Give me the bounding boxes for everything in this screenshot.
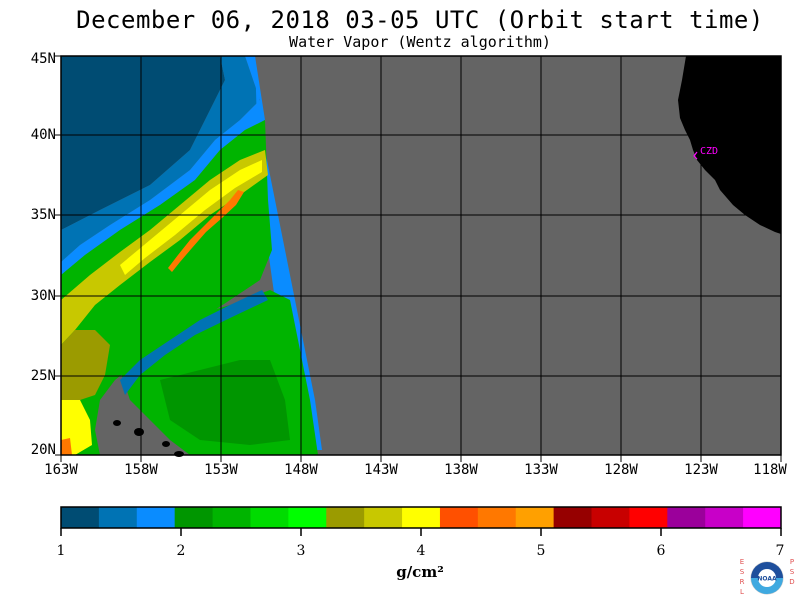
colorbar-swatch: [553, 507, 593, 528]
colorbar-swatch: [250, 507, 289, 528]
lon-label: 138W: [444, 462, 478, 478]
lat-label: 40N: [30, 127, 56, 143]
lat-label: 30N: [30, 288, 56, 304]
swath: [61, 56, 322, 455]
colorbar-swatch: [136, 507, 176, 528]
colorbar-swatch: [174, 507, 214, 528]
lon-label: 143W: [364, 462, 398, 478]
colorbar-swatch: [439, 507, 479, 528]
logo-esrl-letter: L: [740, 588, 744, 596]
colorbar-tick-label: 2: [176, 543, 186, 559]
colorbar-tick-label: 7: [775, 543, 785, 559]
lon-label: 118W: [753, 462, 787, 478]
colorbar-units: g/cm²: [396, 563, 444, 581]
colorbar-swatch: [591, 507, 630, 528]
logo-psd-letter: S: [790, 568, 795, 576]
lon-label: 128W: [604, 462, 638, 478]
map-subtitle: Water Vapor (Wentz algorithm): [289, 33, 551, 51]
logo-esrl-letter: R: [740, 578, 745, 586]
colorbar-swatch: [364, 507, 403, 528]
lon-label: 123W: [684, 462, 718, 478]
station-label: CZD: [700, 146, 719, 157]
lon-label: 153W: [204, 462, 238, 478]
logo-center-text: NOAA: [757, 576, 777, 583]
logo-esrl-letter: S: [740, 568, 745, 576]
colorbar-swatch: [743, 507, 782, 528]
logo-psd-letter: D: [789, 578, 794, 586]
colorbar-swatch: [667, 507, 706, 528]
colorbar-swatch: [629, 507, 668, 528]
logo-esrl-letter: E: [740, 558, 744, 566]
land-north-america: [678, 56, 781, 234]
colorbar-swatch: [402, 507, 441, 528]
colorbar-tick-label: 1: [56, 543, 66, 559]
station-marker: [693, 151, 698, 160]
lat-label: 20N: [30, 442, 56, 458]
lon-label: 133W: [524, 462, 558, 478]
colorbar-tick-label: 3: [296, 543, 306, 559]
colorbar: [60, 506, 782, 536]
logo-psd-letter: P: [790, 558, 794, 566]
map-border: [60, 55, 782, 456]
colorbar-swatch: [515, 507, 555, 528]
colorbar-tick-label: 5: [536, 543, 546, 559]
colorbar-tick-label: 6: [656, 543, 666, 559]
colorbar-tick-label: 4: [416, 543, 426, 559]
colorbar-swatch: [288, 507, 327, 528]
lat-label: 35N: [30, 207, 56, 223]
map-title: December 06, 2018 03-05 UTC (Orbit start…: [76, 6, 764, 34]
lat-label: 45N: [30, 51, 56, 67]
lon-label: 163W: [44, 462, 78, 478]
lon-label: 148W: [284, 462, 318, 478]
colorbar-swatch: [326, 507, 365, 528]
colorbar-swatch: [705, 507, 744, 528]
colorbar-swatch: [477, 507, 517, 528]
colorbar-swatch: [98, 507, 138, 528]
lat-label: 25N: [30, 368, 56, 384]
lon-label: 158W: [124, 462, 158, 478]
colorbar-swatch: [212, 507, 251, 528]
colorbar-swatch: [61, 507, 100, 528]
